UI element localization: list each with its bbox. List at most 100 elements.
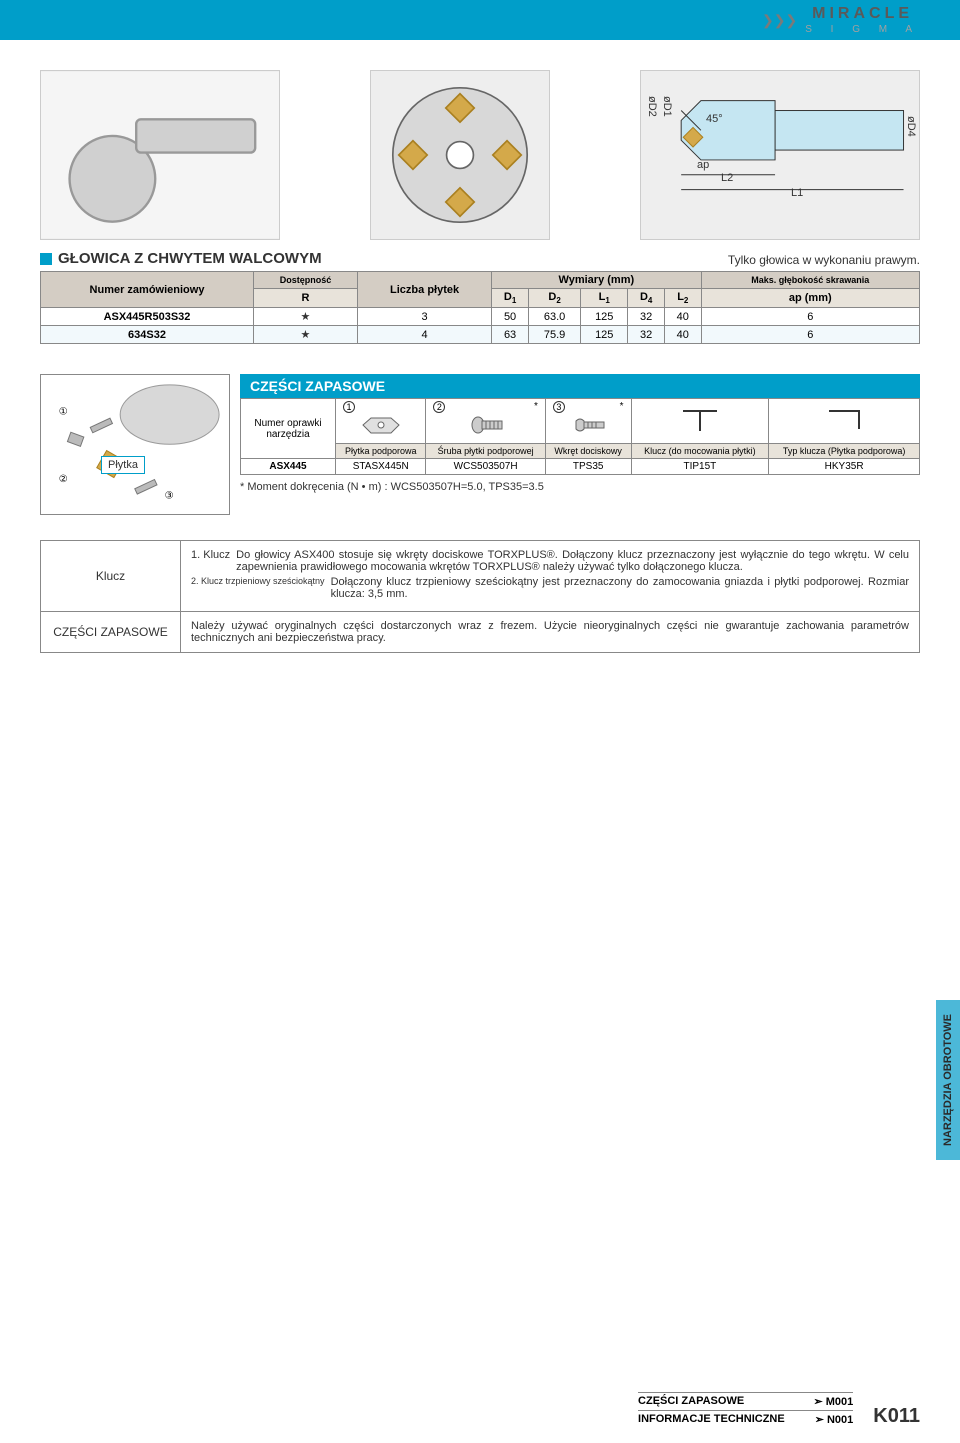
footer-l2-l: INFORMACJE TECHNICZNE — [638, 1413, 785, 1426]
dim-ap: ap — [697, 159, 709, 171]
dim-d1: øD1 — [661, 96, 673, 117]
hdr-avail-sub: R — [253, 289, 357, 308]
cell-ap: 6 — [701, 326, 919, 344]
hdr-l2: L2 — [665, 289, 702, 308]
section-title: GŁOWICA Z CHWYTEM WALCOWYM — [40, 250, 322, 267]
page-number: K011 — [873, 1405, 920, 1428]
spare-lab: Klucz (do mocowania płytki) — [631, 444, 769, 459]
image-row: øD2 øD1 45° ap L2 L1 øD4 — [40, 40, 920, 240]
dimensions-table: Numer zamówieniowy Dostępność Liczba pły… — [40, 271, 920, 344]
svg-text:③: ③ — [165, 491, 174, 502]
clamp-screw-icon — [568, 413, 608, 438]
notes-content-klucz: 1. Klucz Do głowicy ASX400 stosuje się w… — [181, 540, 920, 611]
bullet-square-icon — [40, 253, 52, 265]
spare-icon-cell: 1 — [336, 399, 426, 444]
logo-sub: S I G M A — [805, 24, 920, 35]
hdr-d2: D2 — [528, 289, 580, 308]
spare-row: ① ② ③ Płytka CZĘŚCI ZAPASOWE Numer opraw… — [40, 374, 920, 515]
cell-n: 3 — [357, 308, 491, 326]
note-key: 2. Klucz trzpieniowy sześciokątny — [191, 576, 325, 600]
side-view-diagram: øD2 øD1 45° ap L2 L1 øD4 — [640, 70, 920, 240]
cell-d2: 63.0 — [528, 308, 580, 326]
notes-row-klucz: Klucz 1. Klucz Do głowicy ASX400 stosuje… — [41, 540, 920, 611]
cell-d4: 32 — [628, 326, 665, 344]
spare-icon-cell: 2* — [426, 399, 545, 444]
tool-photo-icon — [41, 71, 279, 239]
header-bar: ❯❯❯ MIRACLE S I G M A — [0, 0, 960, 40]
spare-c1: STASX445N — [336, 459, 426, 475]
note-key: 1. Klucz — [191, 549, 230, 573]
spare-c5: HKY35R — [769, 459, 920, 475]
spare-lab: Śruba płytki podporowej — [426, 444, 545, 459]
face-view-icon — [371, 71, 549, 239]
notes-label-parts: CZĘŚCI ZAPASOWE — [41, 611, 181, 652]
table-row: 634S32 ★ 4 63 75.9 125 32 40 6 — [41, 326, 920, 344]
table-head: Numer zamówieniowy Dostępność Liczba pły… — [41, 272, 920, 308]
cell-order: 634S32 — [41, 326, 254, 344]
notes-label-klucz: Klucz — [41, 540, 181, 611]
spare-icon-cell — [631, 399, 769, 444]
spare-icon-row: Numer oprawki narzędzia 1 2* 3* — [241, 399, 920, 444]
cell-d1: 50 — [492, 308, 529, 326]
footer-links: CZĘŚCI ZAPASOWE ➢ M001 INFORMACJE TECHNI… — [638, 1392, 853, 1428]
note-right: Tylko głowica w wykonaniu prawym. — [728, 253, 920, 267]
spare-lab: Typ klucza (Płytka podporowa) — [769, 444, 920, 459]
spare-label-row: Płytka podporowa Śruba płytki podporowej… — [241, 444, 920, 459]
spare-right: CZĘŚCI ZAPASOWE Numer oprawki narzędzia … — [240, 374, 920, 515]
svg-text:②: ② — [59, 474, 68, 485]
footer-link-row: CZĘŚCI ZAPASOWE ➢ M001 — [638, 1392, 853, 1410]
spare-left-label: Płytka — [101, 456, 145, 474]
cell-avail: ★ — [253, 326, 357, 344]
cell-n: 4 — [357, 326, 491, 344]
spare-c4: TIP15T — [631, 459, 769, 475]
logo-text: MIRACLE S I G M A — [805, 5, 920, 35]
wrench-t-icon — [675, 405, 725, 435]
dim-l2: L2 — [721, 172, 733, 184]
spare-data-row: ASX445 STASX445N WCS503507H TPS35 TIP15T… — [241, 459, 920, 475]
spare-body: ASX445 — [241, 459, 336, 475]
notes-content-parts: Należy używać oryginalnych części dostar… — [181, 611, 920, 652]
cell-ap: 6 — [701, 308, 919, 326]
footer-l1-r: ➢ M001 — [813, 1395, 853, 1408]
screw-icon — [466, 413, 506, 438]
note-val: Do głowicy ASX400 stosuje się wkręty doc… — [236, 549, 909, 573]
cell-l1: 125 — [581, 308, 628, 326]
side-view-icon — [641, 71, 919, 239]
spare-exploded-view: ① ② ③ Płytka — [40, 374, 230, 515]
hdr-order: Numer zamówieniowy — [41, 272, 254, 308]
cell-d4: 32 — [628, 308, 665, 326]
cell-avail: ★ — [253, 308, 357, 326]
svg-text:①: ① — [59, 407, 68, 418]
spare-hdr-body: Numer oprawki narzędzia — [241, 399, 336, 459]
hdr-d1: D1 — [492, 289, 529, 308]
spare-c2: WCS503507H — [426, 459, 545, 475]
footer-l1-l: CZĘŚCI ZAPASOWE — [638, 1395, 744, 1408]
cell-d2: 75.9 — [528, 326, 580, 344]
table-row: ASX445R503S32 ★ 3 50 63.0 125 32 40 6 — [41, 308, 920, 326]
hdr-inserts: Liczba płytek — [357, 272, 491, 308]
brand-logo: ❯❯❯ MIRACLE S I G M A — [762, 5, 920, 35]
cell-order: ASX445R503S32 — [41, 308, 254, 326]
face-view — [370, 70, 550, 240]
cell-d1: 63 — [492, 326, 529, 344]
spare-c3: TPS35 — [545, 459, 631, 475]
table-body: ASX445R503S32 ★ 3 50 63.0 125 32 40 6 63… — [41, 308, 920, 344]
hdr-d4: D4 — [628, 289, 665, 308]
notes-row-parts: CZĘŚCI ZAPASOWE Należy używać oryginalny… — [41, 611, 920, 652]
hdr-ap: ap (mm) — [701, 289, 919, 308]
hdr-l1: L1 — [581, 289, 628, 308]
spare-title: CZĘŚCI ZAPASOWE — [240, 374, 920, 398]
exploded-icon: ① ② ③ — [41, 375, 229, 514]
cell-l2: 40 — [665, 326, 702, 344]
notes-table: Klucz 1. Klucz Do głowicy ASX400 stosuje… — [40, 540, 920, 653]
insert-plate-icon — [361, 413, 401, 438]
dim-d2: øD2 — [646, 96, 658, 117]
footer-link-row: INFORMACJE TECHNICZNE ➢ N001 — [638, 1410, 853, 1428]
hdr-max: Maks. głębokość skrawania — [701, 272, 919, 289]
hdr-avail: Dostępność — [253, 272, 357, 289]
page-content: øD2 øD1 45° ap L2 L1 øD4 GŁOWICA Z CHWYT… — [0, 40, 960, 693]
torque-note: * Moment dokręcenia (N • m) : WCS503507H… — [240, 481, 920, 493]
side-tab: NARZĘDZIA OBROTOWE — [936, 1000, 960, 1160]
page-container: ❯❯❯ MIRACLE S I G M A — [0, 0, 960, 1443]
note-item: 2. Klucz trzpieniowy sześciokątny Dołącz… — [191, 576, 909, 600]
